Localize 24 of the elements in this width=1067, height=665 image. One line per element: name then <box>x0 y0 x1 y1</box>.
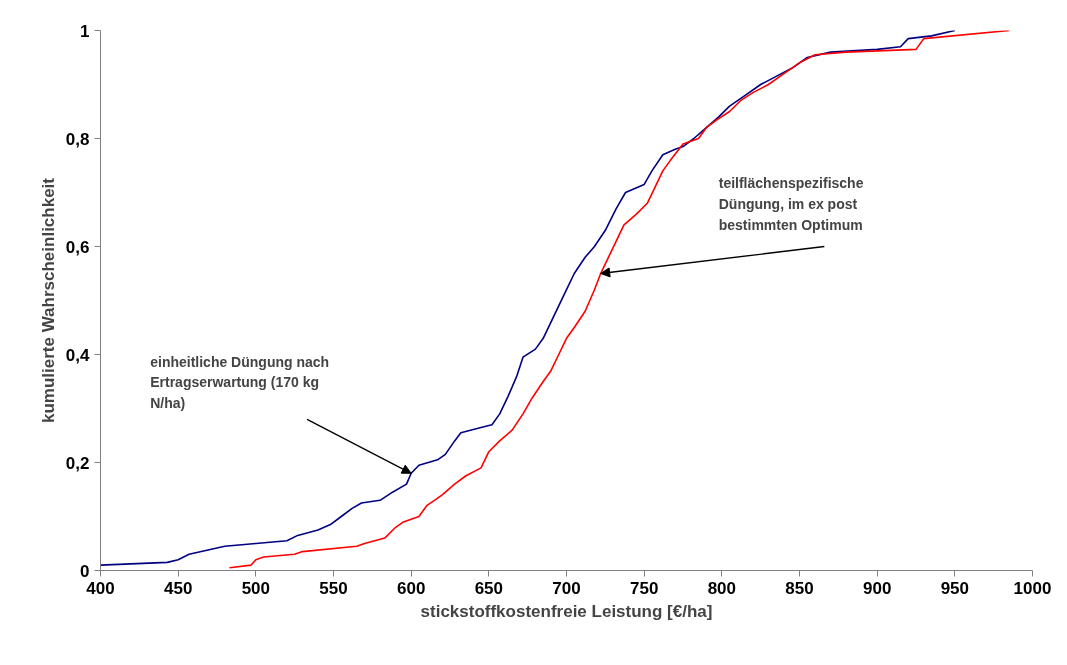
x-axis-title: stickstoffkostenfreie Leistung [€/ha] <box>420 601 713 621</box>
x-tick-label: 750 <box>629 578 659 598</box>
y-tick-label: 0,8 <box>65 129 90 149</box>
y-tick-label: 0 <box>80 561 90 581</box>
y-tick-label: 0,2 <box>65 453 90 473</box>
x-tick-label: 900 <box>862 578 892 598</box>
x-tick-label: 650 <box>474 578 504 598</box>
x-tick-label: 400 <box>86 578 115 598</box>
x-tick-label: 450 <box>163 578 193 598</box>
annotation: einheitliche Düngung nach Ertragserwartung (170 kg N/ha) <box>150 353 330 412</box>
line-series <box>100 30 956 566</box>
x-tick-label: 950 <box>940 578 970 598</box>
y-axis-title: kumulierte Wahrscheinlichkeit <box>38 177 58 423</box>
y-tick-label: 1 <box>80 21 90 41</box>
x-tick-label: 550 <box>319 578 348 598</box>
y-tick-label: 0,6 <box>65 237 90 257</box>
x-tick-label: 500 <box>241 578 271 598</box>
y-tick-label: 0,4 <box>65 345 91 365</box>
x-tick-label: 700 <box>552 578 581 598</box>
x-tick-label: 1000 <box>1013 578 1052 598</box>
annotation: teilflächenspezifische Düngung, im ex post bestimmten Optimum <box>718 175 864 233</box>
x-tick-label: 800 <box>707 578 737 598</box>
x-tick-label: 600 <box>396 578 426 598</box>
x-tick-label: 850 <box>785 578 814 598</box>
